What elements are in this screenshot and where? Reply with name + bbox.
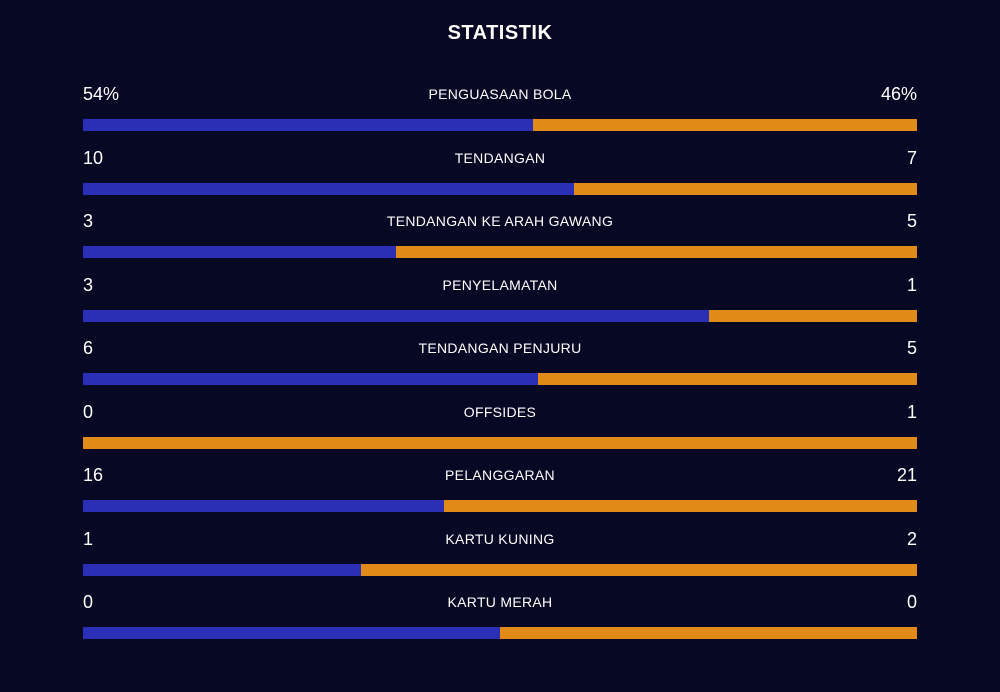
stat-header: KARTU MERAH 0 0 xyxy=(83,590,917,614)
stat-bar xyxy=(83,119,917,131)
home-bar-segment xyxy=(83,246,396,258)
away-value: 5 xyxy=(906,338,917,358)
stat-header: OFFSIDES 0 1 xyxy=(83,400,917,424)
away-value: 46% xyxy=(880,84,917,104)
stat-row: PELANGGARAN 16 21 xyxy=(83,463,917,527)
stat-bar xyxy=(83,563,917,576)
away-value: 5 xyxy=(906,211,917,231)
stat-label: PENGUASAAN BOLA xyxy=(428,86,572,102)
home-bar-segment xyxy=(83,627,500,639)
stat-row: PENYELAMATAN 3 1 xyxy=(83,273,917,337)
home-value: 0 xyxy=(83,592,94,612)
stat-label: PELANGGARAN xyxy=(445,467,555,483)
home-bar-segment xyxy=(83,563,361,576)
home-bar-segment xyxy=(83,500,444,512)
home-value: 54% xyxy=(83,84,120,104)
away-bar-segment xyxy=(395,246,917,258)
home-value: 1 xyxy=(83,528,94,549)
stat-label: TENDANGAN KE ARAH GAWANG xyxy=(386,213,614,229)
stat-label: KARTU KUNING xyxy=(445,530,555,547)
away-bar-segment xyxy=(500,627,917,639)
away-bar-segment xyxy=(573,182,917,195)
home-value: 16 xyxy=(83,465,104,485)
stat-header: PELANGGARAN 16 21 xyxy=(83,463,917,487)
stat-header: TENDANGAN KE ARAH GAWANG 3 5 xyxy=(83,209,917,233)
home-value: 6 xyxy=(83,338,94,358)
stat-header: TENDANGAN PENJURU 6 5 xyxy=(83,336,917,360)
stat-header: TENDANGAN 10 7 xyxy=(83,146,917,170)
home-value: 3 xyxy=(83,211,94,231)
home-value: 0 xyxy=(83,401,94,422)
away-value: 2 xyxy=(906,528,917,549)
home-bar-segment xyxy=(83,373,538,385)
stat-bar xyxy=(83,246,917,258)
stat-bar xyxy=(83,182,917,195)
stat-label: TENDANGAN PENJURU xyxy=(418,340,582,356)
stat-row: KARTU KUNING 1 2 xyxy=(83,527,917,591)
stat-row: TENDANGAN 10 7 xyxy=(83,146,917,210)
away-value: 0 xyxy=(906,592,917,612)
home-bar-segment xyxy=(83,182,574,195)
home-bar-segment xyxy=(83,119,534,131)
stat-row: PENGUASAAN BOLA 54% 46% xyxy=(83,82,917,146)
stat-header: PENYELAMATAN 3 1 xyxy=(83,273,917,297)
home-value: 10 xyxy=(83,147,104,168)
away-bar-segment xyxy=(360,563,917,576)
stat-label: OFFSIDES xyxy=(463,403,537,420)
page-title: STATISTIK xyxy=(447,22,553,44)
away-bar-segment xyxy=(708,309,917,322)
stat-label: TENDANGAN xyxy=(454,149,546,166)
stat-label: PENYELAMATAN xyxy=(442,276,558,293)
stat-label: KARTU MERAH xyxy=(447,594,553,610)
away-value: 21 xyxy=(896,465,917,485)
stat-row: OFFSIDES 0 1 xyxy=(83,400,917,464)
stats-list: PENGUASAAN BOLA 54% 46% TENDANGAN 10 7 TENDANG… xyxy=(83,82,917,654)
away-bar-segment xyxy=(443,500,917,512)
away-value: 1 xyxy=(906,274,917,295)
stat-row: KARTU MERAH 0 0 xyxy=(83,590,917,654)
stat-row: TENDANGAN KE ARAH GAWANG 3 5 xyxy=(83,209,917,273)
stat-row: TENDANGAN PENJURU 6 5 xyxy=(83,336,917,400)
stat-bar xyxy=(83,309,917,322)
stat-header: KARTU KUNING 1 2 xyxy=(83,527,917,551)
away-bar-segment xyxy=(533,119,917,131)
home-bar-segment xyxy=(83,309,709,322)
stat-header: PENGUASAAN BOLA 54% 46% xyxy=(83,82,917,106)
away-value: 7 xyxy=(906,147,917,168)
stat-bar xyxy=(83,373,917,385)
away-bar-segment xyxy=(83,436,917,449)
away-value: 1 xyxy=(906,401,917,422)
stat-bar xyxy=(83,627,917,639)
away-bar-segment xyxy=(537,373,917,385)
stat-bar xyxy=(83,436,917,449)
stat-bar xyxy=(83,500,917,512)
home-value: 3 xyxy=(83,274,94,295)
